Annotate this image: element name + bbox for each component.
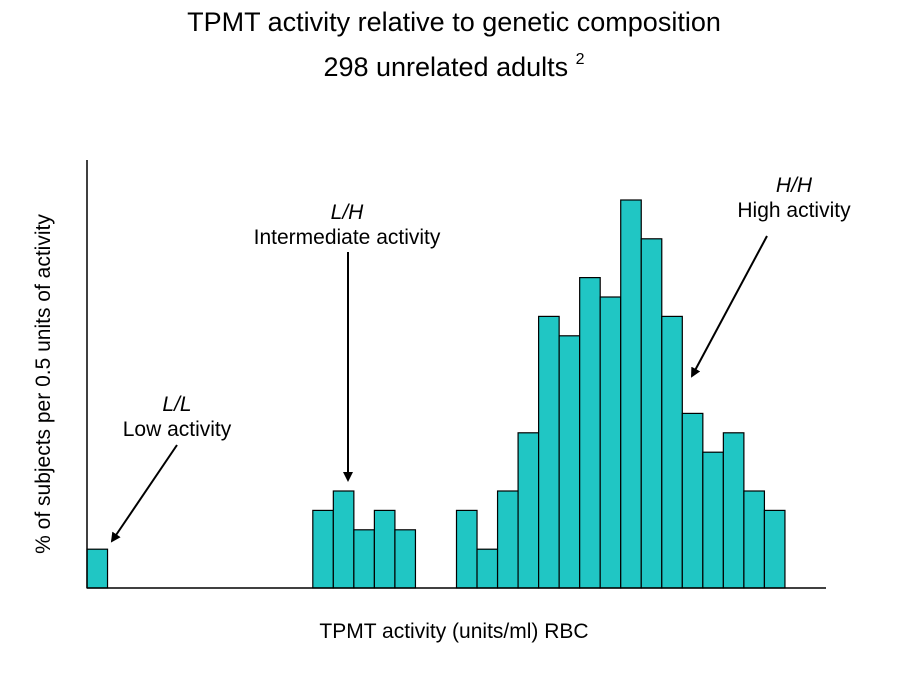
histogram-bar xyxy=(394,529,417,589)
histogram-bar xyxy=(517,432,540,589)
high-activity-arrow xyxy=(691,235,768,378)
histogram-bar xyxy=(681,412,704,589)
intermediate-activity-annotation: L/H Intermediate activity xyxy=(222,200,472,250)
chart-subtitle-reference: 2 xyxy=(575,51,585,68)
histogram-bar xyxy=(722,432,745,589)
intermediate-activity-label: Intermediate activity xyxy=(253,226,441,249)
chart-subtitle-text: 298 unrelated adults xyxy=(323,52,569,82)
histogram-bars xyxy=(86,199,786,589)
histogram-bar xyxy=(599,296,622,589)
histogram-bar xyxy=(476,548,499,589)
histogram-bar xyxy=(743,490,766,589)
histogram-bar xyxy=(353,529,375,589)
histogram-bar xyxy=(702,451,724,589)
intermediate-activity-genotype: L/H xyxy=(330,201,364,224)
high-activity-annotation: H/H High activity xyxy=(714,173,874,223)
histogram-bar xyxy=(86,548,109,589)
histogram-bar xyxy=(373,509,396,589)
histogram-bar xyxy=(620,199,642,589)
histogram-bar xyxy=(332,490,355,589)
low-activity-label: Low activity xyxy=(122,418,232,441)
high-activity-label: High activity xyxy=(737,199,851,222)
y-axis-label: % of subjects per 0.5 units of activity xyxy=(32,214,55,554)
histogram-bar xyxy=(661,315,683,589)
histogram-bar xyxy=(558,335,581,589)
high-activity-genotype: H/H xyxy=(775,174,813,197)
chart-subtitle: 298 unrelated adults 2 xyxy=(0,44,908,83)
histogram-bar xyxy=(496,490,519,589)
x-axis-label: TPMT activity (units/ml) RBC xyxy=(319,620,589,643)
chart-title: TPMT activity relative to genetic compos… xyxy=(187,7,721,37)
histogram-bar xyxy=(455,509,478,589)
histogram-bar xyxy=(538,315,560,589)
low-activity-annotation: L/L Low activity xyxy=(110,392,244,442)
histogram-bar xyxy=(579,277,601,589)
histogram-bar xyxy=(763,509,786,589)
low-activity-arrow xyxy=(110,444,178,543)
low-activity-genotype: L/L xyxy=(162,393,192,416)
histogram-bar xyxy=(312,509,334,589)
histogram-bar xyxy=(640,238,663,589)
